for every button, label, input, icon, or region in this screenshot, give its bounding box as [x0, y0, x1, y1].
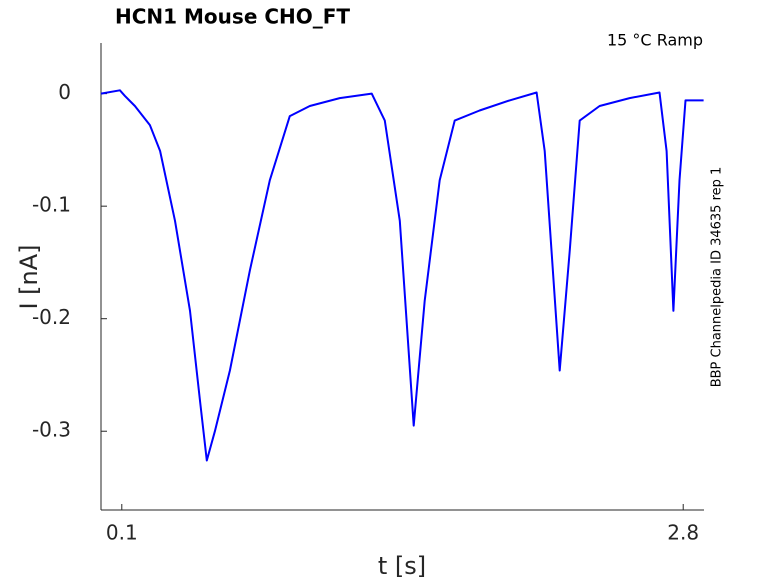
- x-tick-label: 0.1: [106, 521, 138, 545]
- y-axis-label: I [nA]: [15, 244, 43, 309]
- y-tick-label: -0.1: [32, 193, 71, 217]
- annotation: 15 °C Ramp: [607, 31, 703, 50]
- x-tick-label: 2.8: [667, 521, 699, 545]
- y-tick-label: -0.2: [32, 305, 71, 329]
- y-tick-label: 0: [58, 80, 71, 104]
- chart-title: HCN1 Mouse CHO_FT: [115, 5, 350, 29]
- current-trace: [100, 89, 704, 462]
- y-tick-label: -0.3: [32, 418, 71, 442]
- side-label: BBP Channelpedia ID 34635 rep 1: [710, 167, 725, 388]
- x-axis-label: t [s]: [378, 552, 426, 580]
